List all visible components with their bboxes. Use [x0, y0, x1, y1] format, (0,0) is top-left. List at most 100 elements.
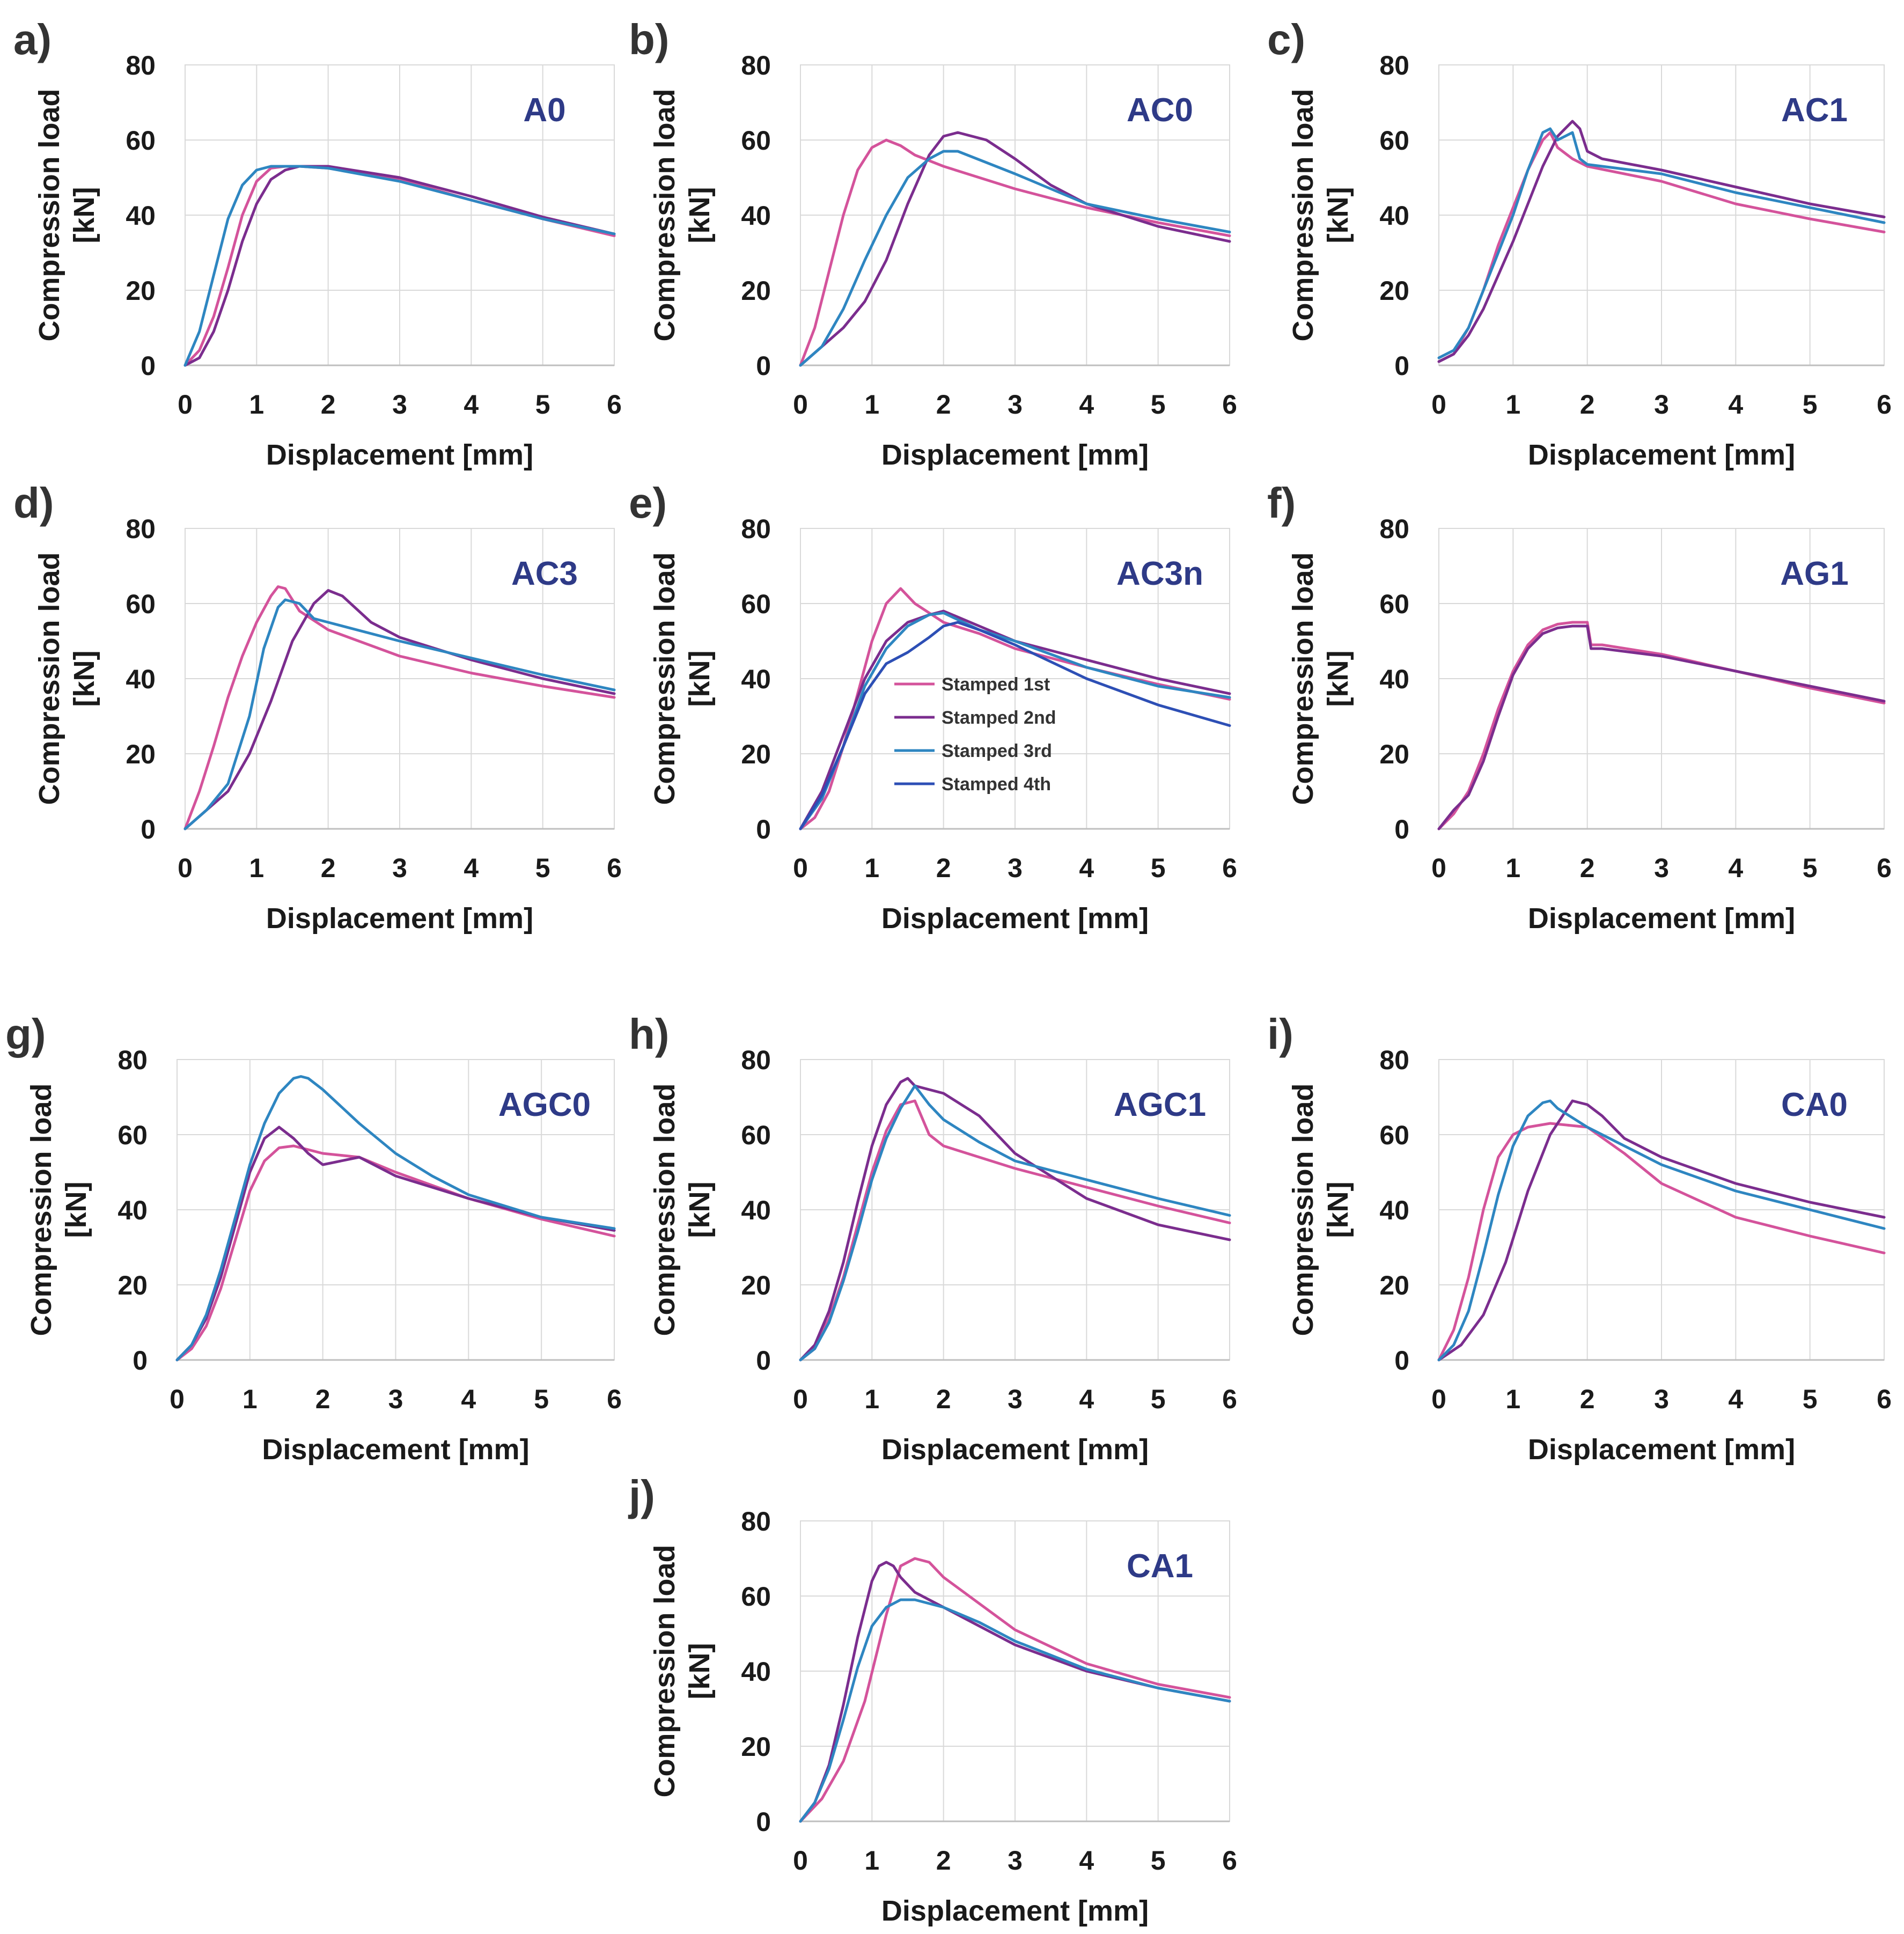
x-tick-label: 1 — [864, 1384, 879, 1414]
series-line-stamped-3rd — [799, 1084, 1231, 1362]
y-tick-label: 0 — [1394, 1345, 1409, 1376]
y-tick-label: 80 — [741, 1045, 771, 1075]
y-axis-title-line1: Compression load — [1287, 89, 1319, 341]
y-tick-label: 80 — [126, 50, 156, 80]
x-tick-label: 1 — [864, 1845, 879, 1876]
y-axis-title-line1: Compression load — [649, 1083, 681, 1336]
panel-letter: b) — [629, 16, 670, 63]
y-tick-label: 0 — [1394, 814, 1409, 844]
y-axis-title-line1: Compression load — [25, 1083, 57, 1336]
y-tick-label: 20 — [1379, 276, 1409, 306]
x-tick-label: 5 — [1151, 389, 1166, 420]
legend-label: Stamped 1st — [942, 674, 1050, 695]
panel-letter: c) — [1267, 16, 1305, 63]
panel-letter: i) — [1267, 1010, 1293, 1058]
y-tick-label: 80 — [741, 1506, 771, 1536]
y-tick-label: 60 — [1379, 1120, 1409, 1150]
x-tick-label: 1 — [864, 853, 879, 883]
y-tick-label: 40 — [1379, 664, 1409, 694]
x-tick-label: 2 — [1580, 1384, 1595, 1414]
x-tick-label: 5 — [1151, 853, 1166, 883]
y-tick-label: 40 — [1379, 1195, 1409, 1225]
x-axis-title: Displacement [mm] — [881, 1433, 1149, 1466]
y-tick-label: 0 — [1394, 351, 1409, 381]
y-tick-label: 40 — [741, 1195, 771, 1225]
x-tick-label: 6 — [607, 389, 622, 420]
x-tick-label: 2 — [1580, 389, 1595, 420]
y-axis-title-line1: Compression load — [1287, 552, 1319, 805]
x-tick-label: 1 — [864, 389, 879, 420]
x-tick-label: 0 — [178, 389, 193, 420]
y-axis-title-line2: [kN] — [1322, 187, 1354, 244]
y-tick-label: 60 — [126, 126, 156, 156]
series-line-stamped-1st — [799, 587, 1231, 830]
x-axis-title: Displacement [mm] — [881, 902, 1149, 935]
panel-letter: f) — [1267, 479, 1296, 527]
panel-title: AGC0 — [498, 1086, 591, 1123]
y-tick-label: 40 — [126, 664, 156, 694]
y-tick-label: 20 — [741, 276, 771, 306]
series-line-stamped-3rd — [183, 165, 616, 367]
x-tick-label: 4 — [1728, 389, 1743, 420]
x-tick-label: 6 — [1222, 1384, 1237, 1414]
y-axis-title-line2: [kN] — [1322, 1182, 1354, 1238]
y-tick-label: 60 — [117, 1120, 148, 1150]
series-line-stamped-2nd — [799, 1561, 1231, 1823]
x-axis-title: Displacement [mm] — [881, 439, 1149, 471]
y-axis-title-line2: [kN] — [68, 651, 100, 707]
x-tick-label: 5 — [1803, 389, 1818, 420]
x-tick-label: 2 — [936, 389, 951, 420]
x-tick-label: 4 — [464, 853, 479, 883]
x-tick-label: 3 — [392, 389, 407, 420]
y-tick-label: 80 — [741, 50, 771, 80]
x-tick-label: 4 — [464, 389, 479, 420]
y-tick-label: 80 — [741, 514, 771, 544]
x-tick-label: 6 — [1877, 389, 1892, 420]
y-axis-title-line1: Compression load — [649, 552, 681, 805]
series-line-stamped-3rd — [799, 150, 1231, 367]
panel-title: A0 — [523, 92, 565, 129]
y-tick-label: 20 — [126, 276, 156, 306]
y-tick-label: 20 — [1379, 1270, 1409, 1300]
x-tick-label: 1 — [249, 389, 264, 420]
x-tick-label: 3 — [1654, 389, 1669, 420]
series-line-stamped-2nd — [175, 1126, 616, 1362]
series-line-stamped-3rd — [1437, 127, 1886, 359]
y-tick-label: 40 — [741, 1657, 771, 1687]
series-line-stamped-2nd — [1437, 1099, 1886, 1362]
x-axis-title: Displacement [mm] — [266, 439, 533, 471]
x-axis-title: Displacement [mm] — [266, 902, 533, 935]
y-tick-label: 60 — [741, 1582, 771, 1612]
x-tick-label: 6 — [1222, 853, 1237, 883]
series-line-stamped-1st — [799, 138, 1231, 367]
y-axis-title-line2: [kN] — [683, 187, 716, 244]
x-tick-label: 4 — [1728, 853, 1743, 883]
x-tick-label: 2 — [321, 853, 336, 883]
series-line-stamped-2nd — [1437, 624, 1886, 830]
y-tick-label: 20 — [126, 739, 156, 769]
y-tick-label: 80 — [1379, 514, 1409, 544]
y-axis-title-line1: Compression load — [649, 89, 681, 341]
series-line-stamped-3rd — [183, 598, 616, 830]
y-tick-label: 0 — [756, 1345, 771, 1376]
x-tick-label: 2 — [321, 389, 336, 420]
x-tick-label: 1 — [1505, 1384, 1520, 1414]
x-tick-label: 3 — [1008, 389, 1023, 420]
y-tick-label: 0 — [756, 351, 771, 381]
panel-title: AC1 — [1781, 92, 1848, 129]
y-tick-label: 80 — [126, 514, 156, 544]
y-tick-label: 40 — [1379, 201, 1409, 231]
panel-letter: h) — [629, 1010, 670, 1058]
y-tick-label: 0 — [141, 814, 156, 844]
series-line-stamped-3rd — [1437, 1099, 1886, 1362]
x-tick-label: 5 — [1151, 1845, 1166, 1876]
y-axis-title-line2: [kN] — [683, 651, 716, 707]
x-axis-title: Displacement [mm] — [262, 1433, 529, 1466]
x-tick-label: 6 — [1222, 389, 1237, 420]
x-tick-label: 6 — [1877, 853, 1892, 883]
